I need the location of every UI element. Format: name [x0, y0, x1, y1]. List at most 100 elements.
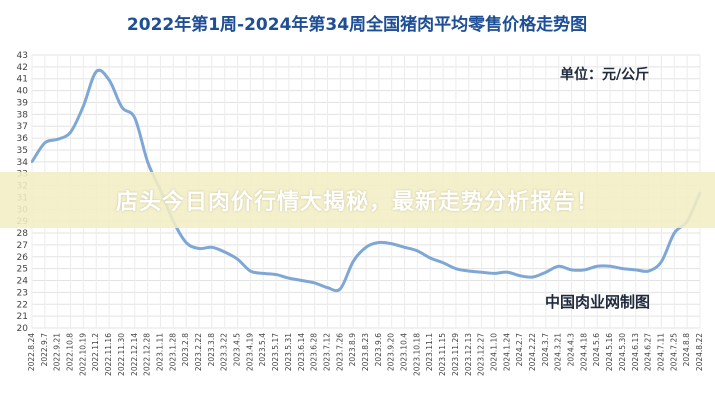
data-point [660, 260, 663, 263]
data-point [69, 130, 72, 134]
x-tick-label: 2024.5.30 [618, 333, 627, 371]
x-tick-label: 2022.10.8 [66, 333, 75, 371]
data-point [287, 276, 291, 280]
x-tick-label: 2023.5.17 [271, 333, 280, 371]
x-tick-label: 2024.7.25 [669, 333, 678, 371]
data-point [364, 246, 368, 249]
data-point [429, 256, 432, 260]
x-tick-label: 2023.7.12 [322, 333, 331, 371]
y-tick-label: 22 [17, 300, 28, 310]
data-point [377, 241, 381, 244]
x-tick-label: 2024.6.13 [631, 333, 640, 371]
x-axis: 2022.8.24 2022.9.7 2022.9.21 2022.10.8 2022.… [27, 333, 704, 376]
x-tick-label: 2023.10.18 [412, 333, 421, 376]
data-point [544, 271, 548, 274]
headline-banner: 店头今日肉价行情大揭秘，最新走势分析报告！ [0, 172, 715, 228]
x-tick-label: 2024.4.3 [567, 333, 576, 367]
x-tick-label: 2024.1.24 [502, 333, 511, 371]
y-axis: 2021222324252627282930313233343536373839… [17, 51, 29, 334]
x-tick-label: 2023.3.22 [220, 333, 229, 371]
data-point [608, 265, 612, 268]
x-tick-label: 2023.2.8 [181, 333, 190, 367]
data-point [493, 272, 496, 275]
data-point [133, 116, 136, 120]
y-tick-label: 35 [17, 146, 28, 156]
x-tick-label: 2024.7.11 [656, 333, 665, 371]
data-point [480, 271, 483, 274]
data-point [43, 141, 47, 145]
data-point [262, 272, 265, 275]
x-tick-label: 2023.9.6 [374, 333, 383, 367]
data-point [454, 267, 458, 270]
x-tick-label: 2024.5.6 [592, 333, 601, 367]
y-tick-label: 43 [17, 51, 28, 61]
x-tick-label: 2024.2.7 [515, 333, 524, 367]
x-tick-label: 2022.10.19 [78, 333, 87, 376]
data-point [583, 268, 586, 272]
data-point [326, 286, 329, 289]
y-tick-label: 39 [17, 98, 29, 108]
data-point [647, 269, 650, 273]
headline-text: 店头今日肉价行情大揭秘，最新走势分析报告！ [115, 190, 599, 215]
unit-label: 单位：元/公斤 [560, 66, 649, 83]
x-tick-label: 2024.3.21 [554, 333, 563, 371]
y-tick-label: 34 [17, 158, 29, 168]
y-tick-label: 26 [17, 253, 29, 263]
data-point [570, 268, 573, 272]
source-label: 中国肉业网制图 [545, 293, 650, 311]
data-point [313, 281, 316, 285]
data-point [236, 257, 239, 261]
data-point [518, 274, 522, 277]
data-point [506, 271, 509, 274]
data-point [621, 267, 625, 270]
y-tick-label: 27 [17, 241, 28, 251]
data-point [634, 268, 637, 272]
x-tick-label: 2022.8.24 [27, 333, 36, 371]
y-tick-label: 24 [17, 277, 29, 287]
chart-title: 2022年第1周-2024年第34周全国猪肉平均零售价格走势图 [127, 14, 587, 35]
data-point [467, 269, 470, 273]
data-point [557, 265, 560, 268]
y-tick-label: 25 [17, 265, 28, 275]
data-point [596, 265, 599, 268]
data-point [441, 261, 445, 264]
x-tick-label: 2023.10.4 [400, 333, 409, 371]
data-point [210, 246, 214, 249]
data-point [249, 269, 252, 273]
y-tick-label: 37 [17, 122, 28, 132]
y-tick-label: 41 [17, 75, 28, 85]
x-tick-label: 2023.1.11 [155, 333, 164, 371]
data-point [300, 279, 303, 282]
data-point [146, 160, 149, 164]
y-tick-label: 38 [17, 110, 29, 120]
x-tick-label: 2022.11.2 [91, 333, 100, 371]
x-tick-label: 2024.6.27 [644, 333, 653, 371]
x-tick-label: 2023.5.31 [284, 333, 293, 371]
y-tick-label: 21 [17, 312, 28, 322]
x-tick-label: 2023.4.5 [233, 333, 242, 367]
x-tick-label: 2024.8.8 [682, 333, 691, 367]
y-tick-label: 20 [17, 324, 29, 334]
data-point [416, 249, 419, 253]
data-point [223, 250, 226, 254]
x-tick-label: 2022.9.7 [40, 333, 49, 367]
x-tick-label: 2023.2.22 [194, 333, 203, 371]
x-tick-label: 2023.12.27 [477, 333, 486, 376]
x-tick-label: 2022.11.16 [104, 333, 113, 376]
x-tick-label: 2024.8.22 [695, 333, 704, 371]
x-tick-label: 2024.3.7 [541, 333, 550, 367]
data-point [107, 78, 111, 82]
x-tick-label: 2023.4.19 [245, 333, 254, 371]
data-point [339, 287, 342, 291]
x-tick-label: 2023.12.13 [464, 333, 473, 376]
x-tick-label: 2023.1.28 [168, 333, 177, 371]
data-point [403, 246, 406, 249]
data-point [274, 273, 278, 276]
x-tick-label: 2022.9.21 [53, 333, 62, 371]
x-tick-label: 2023.7.26 [335, 333, 344, 371]
x-tick-label: 2023.11.29 [451, 333, 460, 376]
data-point [531, 275, 535, 279]
data-point [120, 106, 124, 109]
x-tick-label: 2022.12.14 [130, 333, 139, 376]
